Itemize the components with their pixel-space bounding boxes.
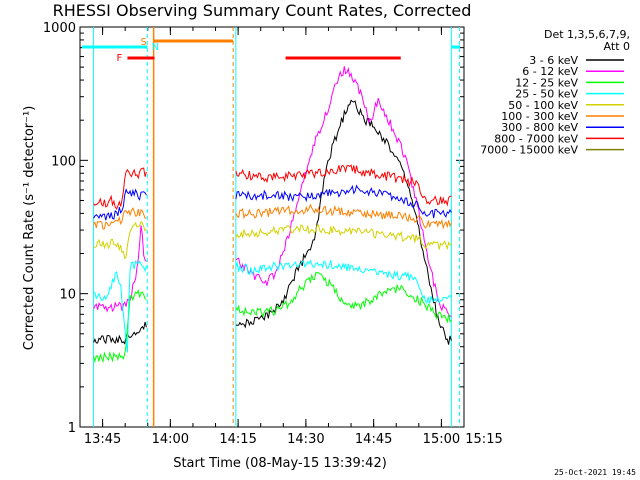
y-tick-label: 1 <box>68 421 76 436</box>
legend-label-4: 25 - 50 keV <box>515 88 578 101</box>
x-tick-label: 15:15 <box>465 432 502 447</box>
y-tick-label: 10 <box>59 288 76 303</box>
generated-timestamp: 25-Oct-2021 19:45 <box>554 468 636 477</box>
x-axis-label: Start Time (08-May-15 13:39:42) <box>173 456 387 471</box>
x-tick-label: 14:45 <box>355 432 392 447</box>
legend-label-3: 12 - 25 keV <box>515 76 578 89</box>
legend-header-line-2: Att 0 <box>604 40 630 53</box>
legend-header-line-1: Det 1,3,5,6,7,9, <box>544 28 630 41</box>
series-line-7 <box>93 184 452 221</box>
annotation-f: F <box>117 53 123 64</box>
legend-label-1: 3 - 6 keV <box>529 54 578 67</box>
series-line-3 <box>93 272 452 364</box>
series-line-1 <box>93 99 452 345</box>
y-axis-label: Corrected Count Rate (s⁻¹ detector⁻¹) <box>22 106 37 351</box>
legend-label-7: 300 - 800 keV <box>501 121 578 134</box>
plot-frame <box>79 26 465 428</box>
series-line-8 <box>93 164 452 210</box>
legend-label-5: 50 - 100 keV <box>508 99 578 112</box>
series-line-6 <box>93 203 452 230</box>
series-line-5 <box>93 220 452 260</box>
chart-title: RHESSI Observing Summary Count Rates, Co… <box>53 1 472 20</box>
x-tick-label: 14:00 <box>152 432 189 447</box>
legend-label-8: 800 - 7000 keV <box>494 132 578 145</box>
legend-label-2: 6 - 12 keV <box>522 65 578 78</box>
plot-area: 1 10 100 1000 13:45 14:00 14:15 14:30 14:45 15:00… <box>43 21 503 447</box>
annotation-s: S <box>140 37 146 48</box>
x-tick-label: 14:30 <box>287 432 324 447</box>
legend-label-6: 100 - 300 keV <box>501 110 578 123</box>
y-tick-label: 100 <box>51 154 76 169</box>
y-tick-label: 1000 <box>43 21 76 36</box>
annotation-n: N <box>152 42 159 53</box>
x-tick-label: 15:00 <box>423 432 460 447</box>
series-line-4 <box>93 259 452 353</box>
x-tick-label: 13:45 <box>84 432 121 447</box>
legend-label-9: 7000 - 15000 keV <box>480 144 578 157</box>
x-tick-label: 14:15 <box>219 432 256 447</box>
